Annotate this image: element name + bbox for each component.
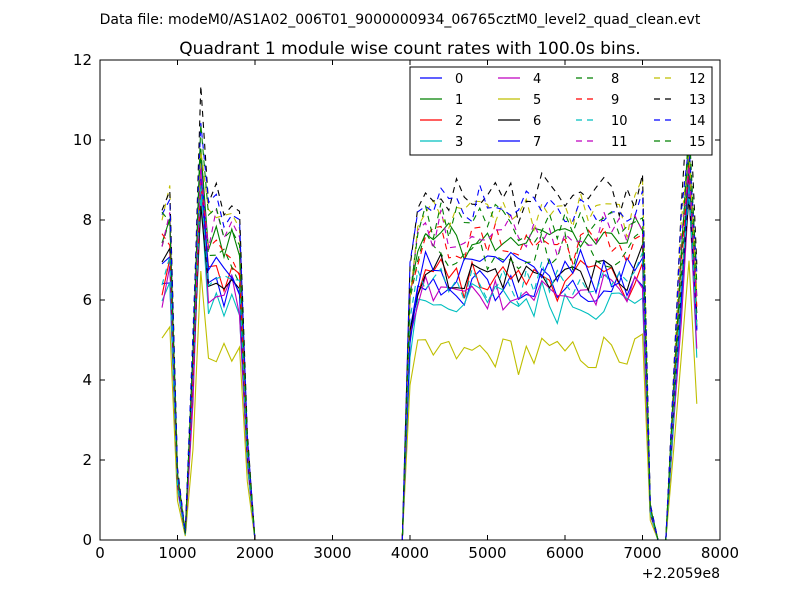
x-tick-label: 0 bbox=[95, 544, 105, 562]
legend-label-4: 4 bbox=[533, 72, 541, 87]
legend-label-3: 3 bbox=[455, 135, 463, 150]
x-offset-label: +2.2059e8 bbox=[642, 566, 720, 582]
series-lines bbox=[161, 85, 698, 541]
legend-label-5: 5 bbox=[533, 93, 541, 108]
series-line-6 bbox=[161, 196, 698, 541]
y-tick-label: 6 bbox=[82, 291, 92, 309]
y-tick-label: 8 bbox=[82, 211, 92, 229]
legend-label-11: 11 bbox=[611, 135, 628, 150]
legend-box bbox=[409, 66, 713, 156]
legend-label-14: 14 bbox=[689, 114, 706, 129]
y-tick-label: 2 bbox=[82, 451, 92, 469]
x-tick-label: 2000 bbox=[236, 544, 274, 562]
y-tick-label: 4 bbox=[82, 371, 92, 389]
legend-label-9: 9 bbox=[611, 93, 619, 108]
legend-label-0: 0 bbox=[455, 72, 463, 87]
legend-label-13: 13 bbox=[689, 93, 706, 108]
x-tick-label: 6000 bbox=[546, 544, 584, 562]
x-tick-label: 5000 bbox=[468, 544, 506, 562]
suptitle: Data file: modeM0/AS1A02_006T01_90000009… bbox=[100, 12, 701, 28]
legend-label-1: 1 bbox=[455, 93, 463, 108]
x-axis-ticks: 0 1000 2000 3000 4000 5000 6000 7000 8000 bbox=[95, 60, 739, 562]
legend-label-15: 15 bbox=[689, 135, 706, 150]
y-tick-label: 10 bbox=[73, 131, 92, 149]
legend-label-2: 2 bbox=[455, 114, 463, 129]
x-tick-label: 7000 bbox=[623, 544, 661, 562]
series-line-8 bbox=[161, 149, 698, 541]
legend-label-10: 10 bbox=[611, 114, 628, 129]
series-line-14 bbox=[161, 123, 698, 541]
series-line-10 bbox=[161, 184, 698, 541]
series-line-9 bbox=[161, 164, 698, 541]
series-line-1 bbox=[161, 141, 698, 541]
series-line-2 bbox=[161, 173, 698, 541]
series-line-11 bbox=[161, 165, 698, 541]
legend-label-8: 8 bbox=[611, 72, 619, 87]
x-tick-label: 8000 bbox=[701, 544, 739, 562]
series-line-15 bbox=[161, 123, 698, 541]
series-line-4 bbox=[161, 170, 698, 541]
series-line-5 bbox=[161, 260, 698, 541]
series-line-3 bbox=[161, 184, 698, 541]
series-line-12 bbox=[161, 150, 698, 541]
series-line-7 bbox=[161, 164, 698, 541]
x-tick-label: 4000 bbox=[391, 544, 429, 562]
series-line-13 bbox=[161, 85, 698, 541]
legend-label-6: 6 bbox=[533, 114, 541, 129]
x-tick-label: 1000 bbox=[158, 544, 196, 562]
y-tick-label: 0 bbox=[82, 531, 92, 549]
chart-title: Quadrant 1 module wise count rates with … bbox=[179, 39, 640, 59]
y-tick-label: 12 bbox=[73, 51, 92, 69]
legend-label-7: 7 bbox=[533, 135, 541, 150]
legend-label-12: 12 bbox=[689, 72, 706, 87]
x-tick-label: 3000 bbox=[313, 544, 351, 562]
